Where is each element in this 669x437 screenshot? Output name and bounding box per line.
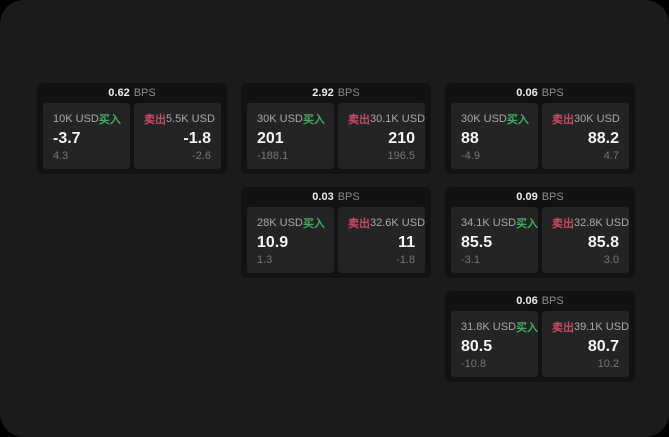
sell-price: 11: [398, 234, 415, 251]
quote-card: 0.09 BPS 34.1K USD 买入 85.5 -3.1 卖出 32.8K …: [445, 187, 635, 278]
sell-notional: 5.5K USD: [166, 113, 215, 125]
buy-label: 买入: [516, 218, 539, 230]
buy-price: -3.7: [53, 130, 81, 147]
sell-delta: 10.2: [597, 358, 619, 370]
bps-value: 0.06: [516, 295, 538, 307]
sell-notional: 39.1K USD: [574, 321, 630, 333]
buy-panel[interactable]: 10K USD 买入 -3.7 4.3: [43, 103, 130, 169]
buy-price: 88: [461, 130, 479, 147]
bps-value: 0.06: [516, 87, 538, 99]
quote-card: 2.92 BPS 30K USD 买入 201 -188.1 卖出 30.1K U…: [241, 83, 431, 174]
quote-card: 0.06 BPS 31.8K USD 买入 80.5 -10.8 卖出 39.1K…: [445, 291, 635, 382]
bps-header: 0.06 BPS: [445, 83, 635, 103]
bps-header: 0.03 BPS: [241, 187, 431, 207]
sell-notional: 32.8K USD: [574, 217, 630, 229]
sell-delta: 4.7: [603, 150, 619, 162]
bps-unit: BPS: [133, 87, 156, 99]
buy-notional: 34.1K USD: [461, 217, 517, 229]
sell-notional: 30.1K USD: [370, 113, 426, 125]
bps-value: 2.92: [312, 87, 334, 99]
bps-unit: BPS: [337, 191, 360, 203]
buy-notional: 10K USD: [53, 113, 99, 125]
bps-value: 0.62: [108, 87, 130, 99]
buy-panel[interactable]: 31.8K USD 买入 80.5 -10.8: [451, 311, 538, 377]
buy-delta: 1.3: [257, 254, 273, 266]
bps-value: 0.03: [312, 191, 334, 203]
bps-header: 2.92 BPS: [241, 83, 431, 103]
buy-delta: -188.1: [257, 150, 289, 162]
buy-price: 80.5: [461, 338, 493, 355]
sell-delta: -2.6: [192, 150, 211, 162]
sell-delta: 196.5: [387, 150, 415, 162]
sell-panel[interactable]: 卖出 32.8K USD 85.8 3.0: [542, 207, 629, 273]
sell-label: 卖出: [552, 322, 574, 334]
sell-panel[interactable]: 卖出 30K USD 88.2 4.7: [542, 103, 629, 169]
buy-notional: 30K USD: [257, 113, 303, 125]
sell-notional: 30K USD: [574, 113, 620, 125]
sell-label: 卖出: [144, 114, 166, 126]
quote-card: 0.06 BPS 30K USD 买入 88 -4.9 卖出 30K USD: [445, 83, 635, 174]
buy-notional: 31.8K USD: [461, 321, 517, 333]
buy-label: 买入: [302, 114, 325, 126]
buy-delta: -3.1: [461, 254, 480, 266]
sell-label: 卖出: [552, 218, 574, 230]
bps-header: 0.62 BPS: [37, 83, 227, 103]
sell-panel[interactable]: 卖出 32.6K USD 11 -1.8: [338, 207, 425, 273]
bps-unit: BPS: [541, 295, 564, 307]
buy-panel[interactable]: 28K USD 买入 10.9 1.3: [247, 207, 334, 273]
sell-label: 卖出: [552, 114, 574, 126]
bps-value: 0.09: [516, 191, 538, 203]
sell-panel[interactable]: 卖出 39.1K USD 80.7 10.2: [542, 311, 629, 377]
buy-label: 买入: [98, 114, 121, 126]
buy-delta: -4.9: [461, 150, 480, 162]
buy-label: 买入: [302, 218, 325, 230]
sell-label: 卖出: [348, 218, 370, 230]
sell-price: 88.2: [587, 130, 619, 147]
sell-panel[interactable]: 卖出 30.1K USD 210 196.5: [338, 103, 425, 169]
bps-header: 0.06 BPS: [445, 291, 635, 311]
buy-panel[interactable]: 30K USD 买入 201 -188.1: [247, 103, 334, 169]
sell-price: 85.8: [587, 234, 619, 251]
sell-delta: 3.0: [603, 254, 619, 266]
sell-panel[interactable]: 卖出 5.5K USD -1.8 -2.6: [134, 103, 221, 169]
sell-delta: -1.8: [396, 254, 415, 266]
sell-label: 卖出: [348, 114, 370, 126]
buy-delta: 4.3: [53, 150, 69, 162]
buy-label: 买入: [506, 114, 529, 126]
quote-card: 0.03 BPS 28K USD 买入 10.9 1.3 卖出 32.6K USD: [241, 187, 431, 278]
buy-notional: 30K USD: [461, 113, 507, 125]
bps-unit: BPS: [337, 87, 360, 99]
buy-notional: 28K USD: [257, 217, 303, 229]
sell-price: -1.8: [183, 130, 211, 147]
buy-delta: -10.8: [461, 358, 487, 370]
sell-price: 210: [388, 130, 415, 147]
bps-unit: BPS: [541, 191, 564, 203]
quote-card: 0.62 BPS 10K USD 买入 -3.7 4.3 卖出 5.5K USD: [37, 83, 227, 174]
sell-notional: 32.6K USD: [370, 217, 426, 229]
buy-price: 201: [257, 130, 284, 147]
bps-unit: BPS: [541, 87, 564, 99]
buy-panel[interactable]: 30K USD 买入 88 -4.9: [451, 103, 538, 169]
sell-price: 80.7: [587, 338, 619, 355]
buy-price: 85.5: [461, 234, 493, 251]
bps-header: 0.09 BPS: [445, 187, 635, 207]
quote-grid: 0.62 BPS 10K USD 买入 -3.7 4.3 卖出 5.5K USD: [37, 83, 635, 382]
buy-price: 10.9: [257, 234, 289, 251]
buy-panel[interactable]: 34.1K USD 买入 85.5 -3.1: [451, 207, 538, 273]
buy-label: 买入: [516, 322, 539, 334]
